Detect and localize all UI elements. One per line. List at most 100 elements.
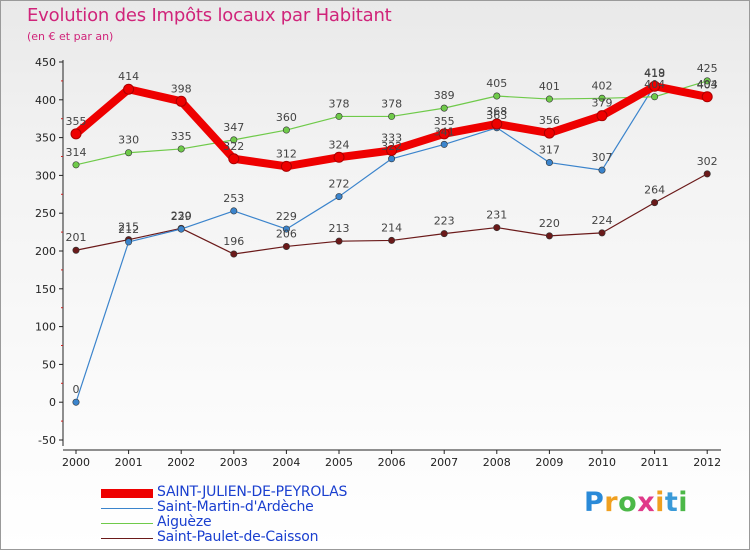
data-label: 224 xyxy=(592,214,613,227)
y-tick-label: 100 xyxy=(35,321,56,334)
axes: 450 400 350 300 250 200 150 100 50 0 -50 2000 2001 20… xyxy=(35,56,721,469)
data-label: 322 xyxy=(381,140,402,153)
brand-letter: x xyxy=(637,487,656,518)
data-point xyxy=(335,237,343,245)
x-tick-label: 2005 xyxy=(325,456,353,469)
y-tick-label: 300 xyxy=(35,169,56,182)
data-label: 335 xyxy=(171,130,192,143)
data-point xyxy=(228,153,240,165)
y-tick-label: 450 xyxy=(35,56,56,69)
data-label: 324 xyxy=(329,138,350,151)
data-label: 196 xyxy=(223,235,244,248)
x-tick-label: 2009 xyxy=(535,456,563,469)
data-label: 220 xyxy=(539,217,560,230)
data-label: 206 xyxy=(276,227,297,240)
brand-letter: i xyxy=(678,487,689,518)
data-label: 314 xyxy=(66,146,87,159)
data-label: 272 xyxy=(329,178,350,191)
chart-title: Evolution des Impôts locaux par Habitant xyxy=(27,5,392,26)
data-point xyxy=(335,193,343,201)
brand-letter: P xyxy=(584,487,605,518)
legend-swatch-saint-martin xyxy=(101,508,153,509)
data-label: 333 xyxy=(381,131,402,144)
data-point xyxy=(70,128,82,140)
legend-swatch-aigueze xyxy=(101,523,153,524)
data-point xyxy=(230,250,238,258)
data-point xyxy=(543,127,555,139)
brand-letter: t xyxy=(664,487,679,518)
data-point xyxy=(598,166,606,174)
y-tick-label: 50 xyxy=(42,358,56,371)
x-tick-label: 2004 xyxy=(272,456,300,469)
data-point xyxy=(123,83,135,95)
x-tick-label: 2003 xyxy=(220,456,248,469)
data-point xyxy=(282,242,290,250)
data-point xyxy=(545,95,553,103)
data-label: 368 xyxy=(486,105,507,118)
x-tick-label: 2001 xyxy=(115,456,143,469)
data-label: 330 xyxy=(118,134,139,147)
brand-letter: o xyxy=(618,487,638,518)
data-label: 322 xyxy=(223,140,244,153)
data-point xyxy=(440,230,448,238)
data-point xyxy=(388,155,396,163)
data-label: 378 xyxy=(329,97,350,110)
y-tick-label: 400 xyxy=(35,94,56,107)
data-point xyxy=(72,161,80,169)
data-label: 231 xyxy=(486,209,507,222)
y-tick-label: 350 xyxy=(35,132,56,145)
data-point xyxy=(230,207,238,215)
data-point xyxy=(335,112,343,120)
x-tick-label: 2012 xyxy=(693,456,721,469)
data-label: 229 xyxy=(276,210,297,223)
data-point xyxy=(491,118,503,130)
data-point xyxy=(703,170,711,178)
data-label: 379 xyxy=(592,97,613,110)
data-label: 253 xyxy=(223,192,244,205)
data-point xyxy=(701,91,713,103)
data-label: 356 xyxy=(539,114,560,127)
data-point xyxy=(388,112,396,120)
data-label: 378 xyxy=(381,97,402,110)
legend-label-saint-julien: SAINT-JULIEN-DE-PEYROLAS xyxy=(157,484,348,500)
data-point xyxy=(703,77,711,85)
data-label: 418 xyxy=(644,67,665,80)
data-label: 402 xyxy=(592,79,613,92)
data-point xyxy=(649,80,661,92)
data-label: 398 xyxy=(171,82,192,95)
data-point xyxy=(598,94,606,102)
y-tick-label: 150 xyxy=(35,283,56,296)
data-label: 403 xyxy=(697,79,718,92)
data-point xyxy=(282,225,290,233)
y-tick-label: 0 xyxy=(49,396,56,409)
x-tick-label: 2010 xyxy=(588,456,616,469)
data-point xyxy=(230,136,238,144)
data-point xyxy=(175,95,187,107)
data-label: 389 xyxy=(434,89,455,102)
data-labels: 201 215 230 196 206 213 214 223 231 220 224 264 302 0… xyxy=(66,62,718,396)
data-point xyxy=(493,92,501,100)
data-point xyxy=(493,224,501,232)
series-group xyxy=(70,77,713,406)
data-point xyxy=(440,140,448,148)
data-point xyxy=(598,229,606,237)
data-label: 317 xyxy=(539,144,560,157)
data-label: 229 xyxy=(171,210,192,223)
data-point xyxy=(440,104,448,112)
data-point xyxy=(333,151,345,163)
data-label: 341 xyxy=(434,125,455,138)
data-label: 404 xyxy=(644,78,665,91)
data-label: 425 xyxy=(697,62,718,75)
data-point xyxy=(177,145,185,153)
data-label: 405 xyxy=(486,77,507,90)
data-label: 201 xyxy=(66,231,87,244)
data-label: 414 xyxy=(118,70,139,83)
data-point xyxy=(438,128,450,140)
data-label: 419 xyxy=(644,66,665,79)
data-label: 0 xyxy=(73,383,80,396)
data-point xyxy=(125,238,133,246)
data-point xyxy=(545,159,553,167)
data-point xyxy=(386,144,398,156)
